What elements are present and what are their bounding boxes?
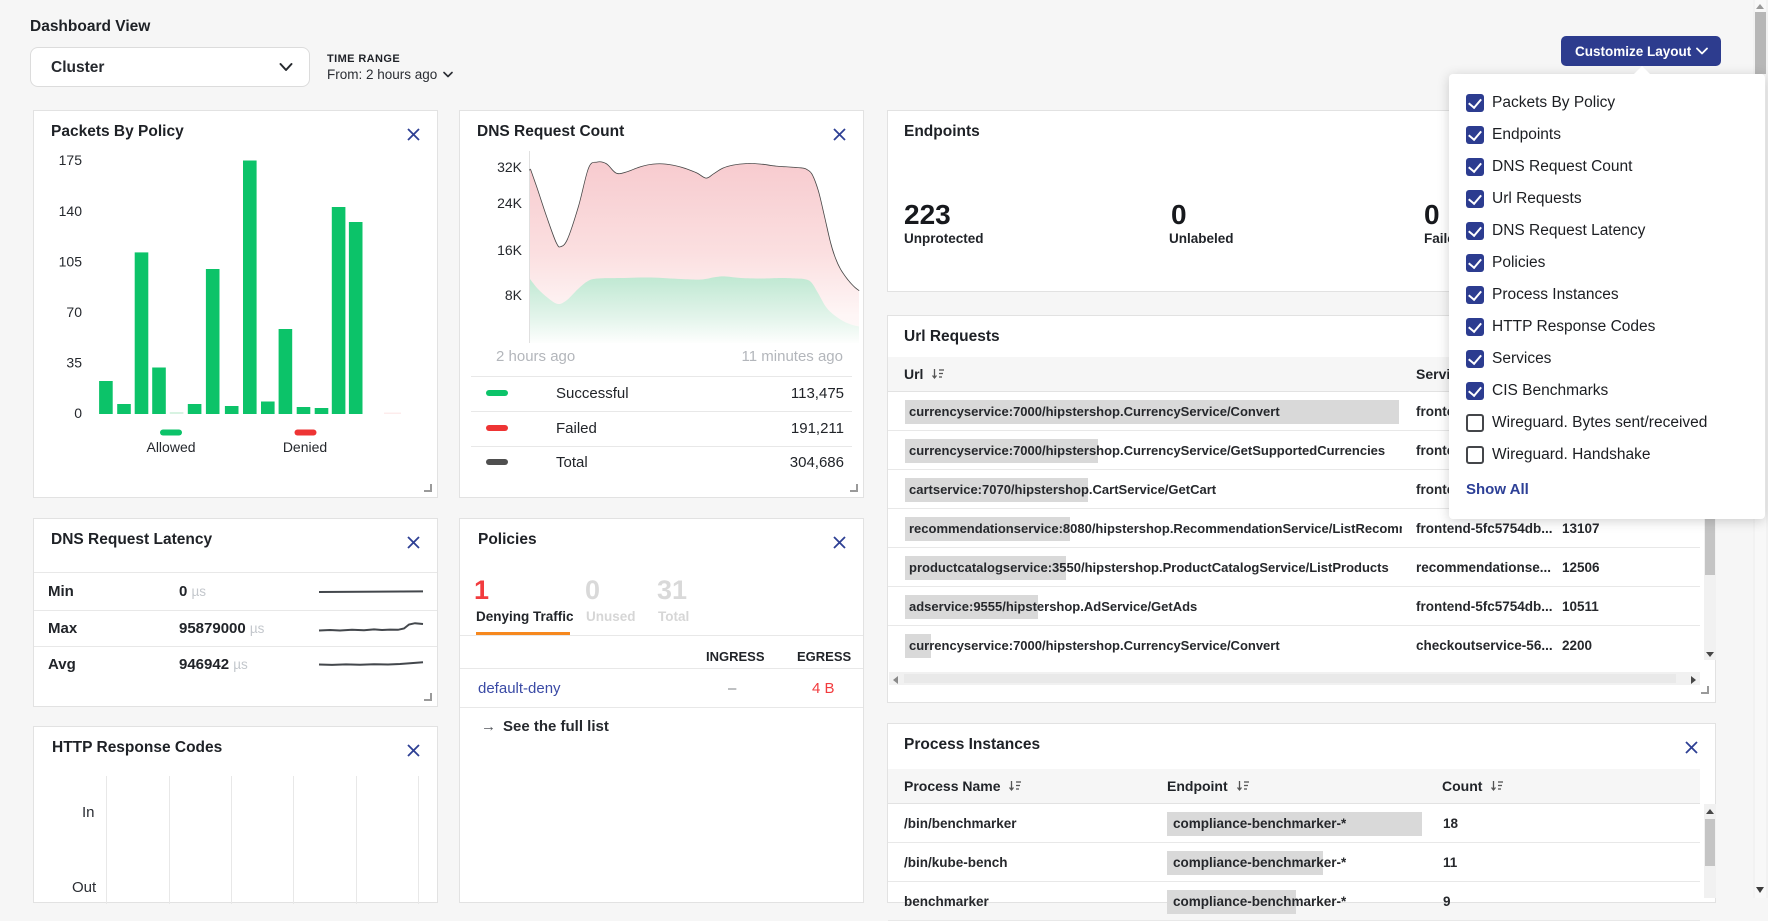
svg-text:175: 175: [59, 152, 83, 168]
svg-text:140: 140: [59, 203, 83, 219]
svg-text:16K: 16K: [497, 242, 523, 258]
svg-text:35: 35: [66, 355, 82, 371]
svg-text:11 minutes ago: 11 minutes ago: [742, 348, 843, 365]
svg-text:24K: 24K: [497, 195, 523, 211]
svg-text:8K: 8K: [505, 287, 523, 303]
svg-text:0: 0: [74, 405, 82, 421]
svg-text:32K: 32K: [497, 159, 523, 175]
svg-text:Allowed: Allowed: [146, 439, 195, 455]
svg-text:2 hours ago: 2 hours ago: [496, 348, 575, 365]
svg-text:70: 70: [66, 304, 82, 320]
svg-text:105: 105: [59, 254, 83, 270]
svg-text:Denied: Denied: [283, 439, 327, 455]
